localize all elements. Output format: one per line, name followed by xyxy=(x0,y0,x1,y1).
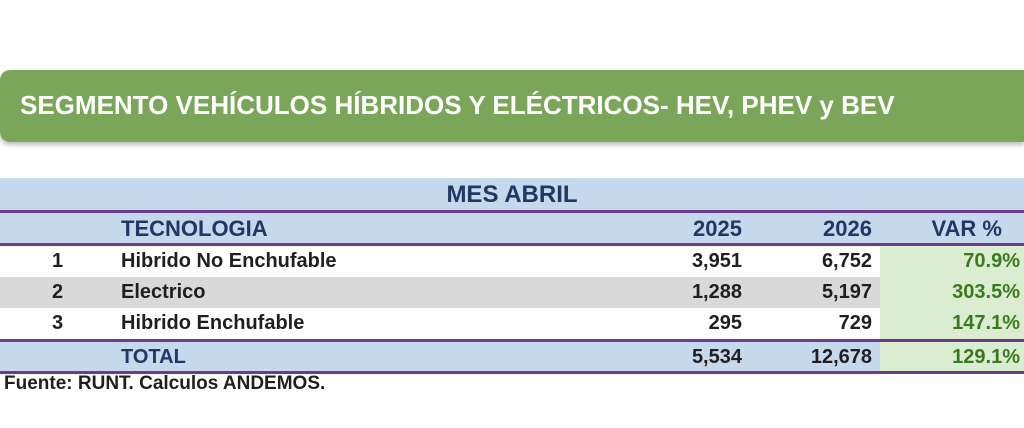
row-2026: 729 xyxy=(838,312,872,334)
source-note: Fuente: RUNT. Calculos ANDEMOS. xyxy=(4,373,326,394)
row-2026: 5,197 xyxy=(821,281,872,303)
row-var: 147.1% xyxy=(952,312,1020,334)
table-row: 2 Electrico 1,288 5,197 303.5% xyxy=(0,277,1024,308)
var-cell-bg xyxy=(880,342,1024,371)
table-row: 3 Hibrido Enchufable 295 729 147.1% xyxy=(0,308,1024,339)
row-tech: Hibrido Enchufable xyxy=(121,312,305,334)
row-2026: 6,752 xyxy=(821,250,872,272)
row-2025: 295 xyxy=(708,312,742,334)
row-var: 70.9% xyxy=(963,250,1020,272)
row-number: 3 xyxy=(52,312,64,334)
table-row: 1 Hibrido No Enchufable 3,951 6,752 70.9… xyxy=(0,246,1024,277)
row-number: 2 xyxy=(52,281,64,303)
row-tech: Electrico xyxy=(121,281,206,303)
column-header-row: TECNOLOGIA 2025 2026 VAR % xyxy=(0,213,1024,246)
var-cell-bg xyxy=(880,308,1024,339)
total-var: 129.1% xyxy=(952,346,1020,368)
row-var: 303.5% xyxy=(952,281,1020,303)
total-row: TOTAL 5,534 12,678 129.1% xyxy=(0,339,1024,374)
title-banner: SEGMENTO VEHÍCULOS HÍBRIDOS Y ELÉCTRICOS… xyxy=(0,70,1024,142)
header-tech: TECNOLOGIA xyxy=(121,216,268,241)
var-cell-bg xyxy=(880,246,1024,277)
total-2026: 12,678 xyxy=(810,346,872,368)
row-tech: Hibrido No Enchufable xyxy=(121,250,337,272)
header-var: VAR % xyxy=(931,216,1003,241)
total-2025: 5,534 xyxy=(691,346,742,368)
row-number: 1 xyxy=(52,250,64,272)
row-2025: 3,951 xyxy=(691,250,742,272)
var-cell-bg xyxy=(880,277,1024,308)
sales-table: MES ABRIL TECNOLOGIA 2025 2026 VAR % 1 H… xyxy=(0,178,1024,374)
header-2026: 2026 xyxy=(823,216,872,241)
header-2025: 2025 xyxy=(693,216,742,241)
row-2025: 1,288 xyxy=(691,281,742,303)
month-header: MES ABRIL xyxy=(0,178,1024,213)
page-title: SEGMENTO VEHÍCULOS HÍBRIDOS Y ELÉCTRICOS… xyxy=(20,90,895,120)
total-label: TOTAL xyxy=(121,346,186,368)
